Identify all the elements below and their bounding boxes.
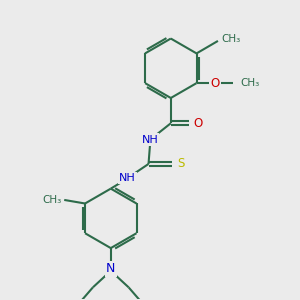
Text: N: N <box>106 262 116 275</box>
Text: NH: NH <box>119 173 136 183</box>
Text: S: S <box>177 158 184 170</box>
Text: CH₃: CH₃ <box>221 34 240 44</box>
Text: NH: NH <box>142 135 158 145</box>
Text: CH₃: CH₃ <box>240 78 259 88</box>
Text: O: O <box>194 117 203 130</box>
Text: O: O <box>210 76 220 90</box>
Text: CH₃: CH₃ <box>43 195 62 205</box>
